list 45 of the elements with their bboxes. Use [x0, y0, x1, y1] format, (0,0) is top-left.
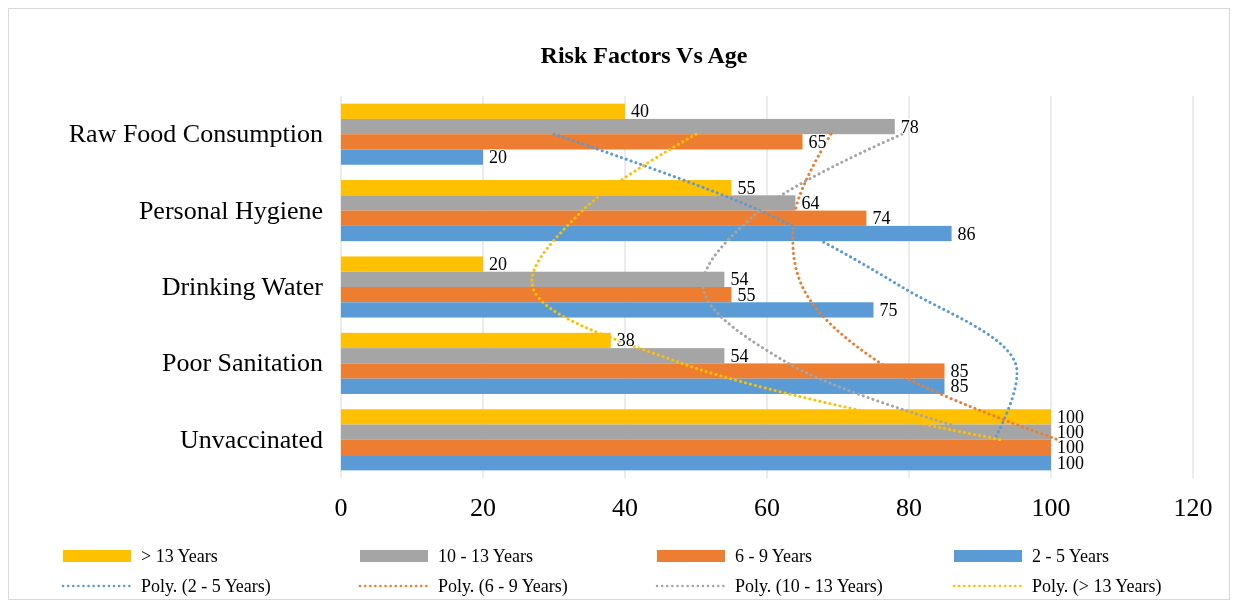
data-label: 86 [957, 223, 976, 244]
data-label: 78 [900, 116, 919, 137]
data-label: 64 [801, 192, 820, 213]
bar [341, 134, 803, 150]
x-tick-label: 60 [754, 493, 780, 522]
data-label: 38 [616, 330, 635, 351]
x-tick-label: 0 [334, 493, 348, 522]
legend-label: Poly. (2 - 5 Years) [141, 576, 271, 597]
bar [341, 103, 625, 119]
y-tick-label: Personal Hygiene [138, 195, 323, 225]
x-tick-label: 100 [1031, 493, 1071, 522]
data-label: 20 [489, 147, 507, 168]
bar [341, 455, 1051, 471]
data-label: 54 [730, 345, 749, 366]
data-label: 74 [872, 208, 891, 229]
data-label: 65 [808, 131, 827, 152]
bar [341, 378, 945, 394]
y-tick-label: Poor Sanitation [161, 348, 323, 378]
data-label: 75 [879, 299, 898, 320]
bar [341, 302, 874, 318]
legend-label: 2 - 5 Years [1032, 546, 1110, 566]
data-label: 55 [737, 284, 756, 305]
legend-label: Poly. (> 13 Years) [1032, 576, 1162, 597]
legend-label: > 13 Years [141, 546, 218, 566]
y-tick-label: Unvaccinated [180, 424, 323, 454]
bar [341, 287, 732, 303]
x-tick-label: 120 [1173, 493, 1213, 522]
y-tick-label: Raw Food Consumption [68, 119, 323, 149]
legend-label: Poly. (10 - 13 Years) [735, 576, 883, 597]
x-tick-label: 20 [470, 493, 496, 522]
x-tick-label: 80 [896, 493, 922, 522]
data-label: 100 [1057, 452, 1084, 473]
x-tick-label: 40 [612, 493, 638, 522]
bar [341, 118, 895, 135]
legend-label: 6 - 9 Years [735, 546, 813, 566]
data-label: 40 [631, 101, 649, 122]
legend-label: Poly. (6 - 9 Years) [438, 576, 568, 597]
bar [341, 256, 483, 272]
data-label: 55 [737, 177, 756, 198]
data-label: 20 [489, 254, 507, 275]
legend-label: 10 - 13 Years [438, 546, 534, 566]
bar [341, 149, 483, 165]
chart-title: Risk Factors Vs Age [540, 42, 748, 68]
bar [341, 348, 725, 364]
y-tick-label: Drinking Water [161, 272, 324, 301]
